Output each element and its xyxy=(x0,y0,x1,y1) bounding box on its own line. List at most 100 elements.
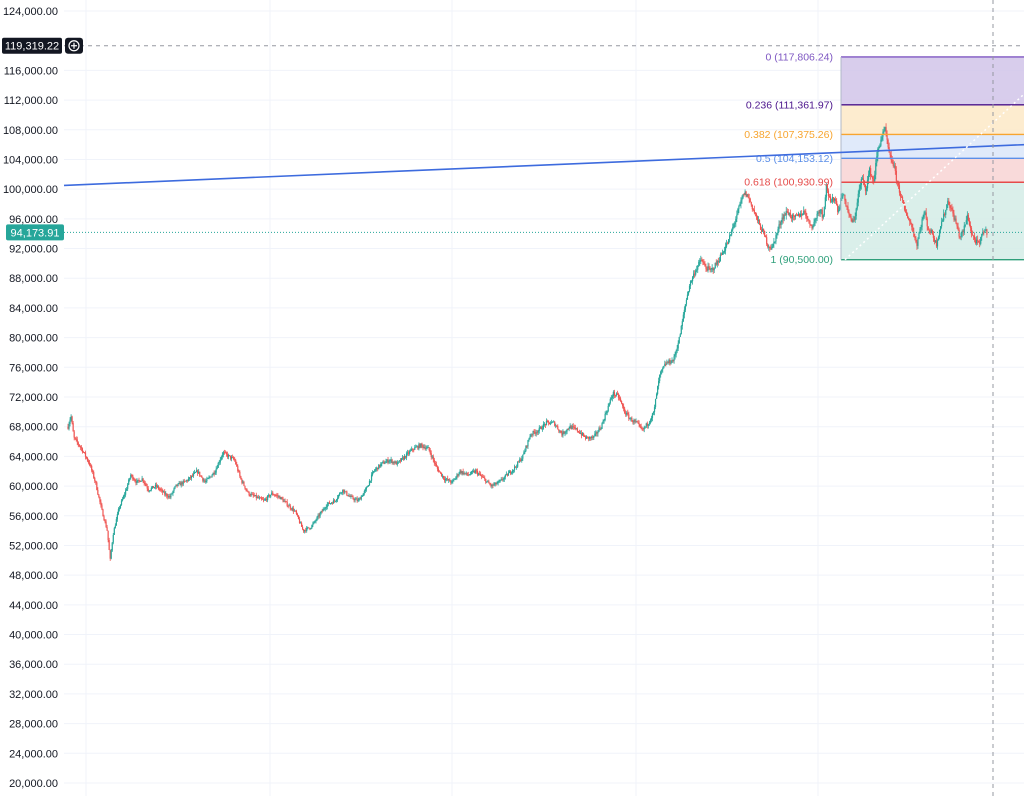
fibonacci-levels[interactable]: 0 (117,806.24) 0.236 (111,361.97) 0.382 (1… xyxy=(744,51,1024,266)
candle xyxy=(814,217,816,226)
candle xyxy=(122,494,125,500)
candle xyxy=(757,216,760,225)
candle xyxy=(109,549,111,561)
candle xyxy=(861,175,863,180)
candle xyxy=(967,213,969,222)
candle xyxy=(577,430,579,433)
candle xyxy=(674,351,676,360)
candle xyxy=(442,475,445,480)
candle xyxy=(528,437,530,442)
candle xyxy=(409,449,411,456)
candle xyxy=(451,479,453,485)
candle xyxy=(120,499,123,506)
add-alert-icon[interactable] xyxy=(65,37,83,54)
candle xyxy=(719,252,721,262)
candle xyxy=(876,151,878,167)
candle xyxy=(224,450,227,454)
candle xyxy=(209,475,211,479)
candle xyxy=(884,126,886,132)
candle xyxy=(112,532,114,545)
candle xyxy=(706,266,708,272)
candle xyxy=(110,548,112,560)
candle xyxy=(816,210,818,222)
candle xyxy=(686,291,689,300)
candle xyxy=(466,472,468,477)
candle xyxy=(190,475,193,481)
candle xyxy=(418,442,420,451)
candle xyxy=(248,491,250,497)
candle xyxy=(710,267,712,273)
y-tick-label: 24,000.00 xyxy=(9,748,58,760)
candle xyxy=(813,218,815,228)
candle xyxy=(299,521,302,524)
candle xyxy=(94,476,96,484)
candle xyxy=(843,193,845,196)
candle xyxy=(488,479,490,484)
candle xyxy=(532,430,534,437)
candle xyxy=(546,419,549,423)
candle xyxy=(280,496,282,500)
candle xyxy=(927,226,929,231)
candle xyxy=(793,215,796,221)
candle xyxy=(943,209,945,222)
candle xyxy=(538,425,540,434)
candle xyxy=(976,236,978,246)
candle xyxy=(360,495,362,501)
candle xyxy=(526,445,528,449)
candle xyxy=(676,344,678,354)
candle xyxy=(489,482,491,486)
candle xyxy=(629,417,631,420)
candle xyxy=(571,423,573,430)
candle xyxy=(923,210,925,220)
candle xyxy=(495,482,497,486)
candle xyxy=(386,458,388,464)
candle xyxy=(609,397,611,405)
candle xyxy=(541,425,543,432)
candle xyxy=(424,444,426,451)
candle xyxy=(957,222,959,231)
candle xyxy=(700,255,702,264)
candle xyxy=(513,464,516,473)
candle xyxy=(826,184,829,193)
candle xyxy=(958,227,960,239)
candle xyxy=(780,220,782,229)
candle xyxy=(951,203,953,212)
candle xyxy=(680,325,682,335)
candle xyxy=(887,138,889,149)
candle xyxy=(80,445,82,451)
candle xyxy=(900,194,903,199)
candle xyxy=(239,470,241,479)
candle xyxy=(928,228,930,235)
candle xyxy=(891,155,893,164)
trendline[interactable] xyxy=(63,143,1024,187)
candle xyxy=(256,495,258,499)
candle xyxy=(414,445,416,450)
candle xyxy=(359,496,361,500)
candle xyxy=(340,491,342,494)
candle xyxy=(381,462,383,467)
candle xyxy=(920,224,922,233)
candle xyxy=(493,481,495,486)
candle xyxy=(590,436,592,441)
candle xyxy=(471,469,473,475)
candle xyxy=(158,487,161,492)
candle xyxy=(647,424,649,429)
candle xyxy=(420,443,422,449)
candle xyxy=(572,423,574,430)
candle xyxy=(949,201,951,211)
candle xyxy=(852,215,854,223)
candle xyxy=(683,306,685,319)
candle xyxy=(948,197,950,206)
candle xyxy=(133,477,135,481)
candle xyxy=(746,193,748,197)
y-axis: 124,000.00 116,000.00 112,000.00 108,000.00… xyxy=(3,6,58,790)
candle xyxy=(737,207,739,216)
candle xyxy=(728,238,730,245)
y-tick-label: 64,000.00 xyxy=(9,451,58,463)
candle xyxy=(796,213,799,217)
candle xyxy=(95,480,97,485)
candle xyxy=(794,214,797,220)
candle xyxy=(801,210,803,220)
candle xyxy=(818,209,820,217)
